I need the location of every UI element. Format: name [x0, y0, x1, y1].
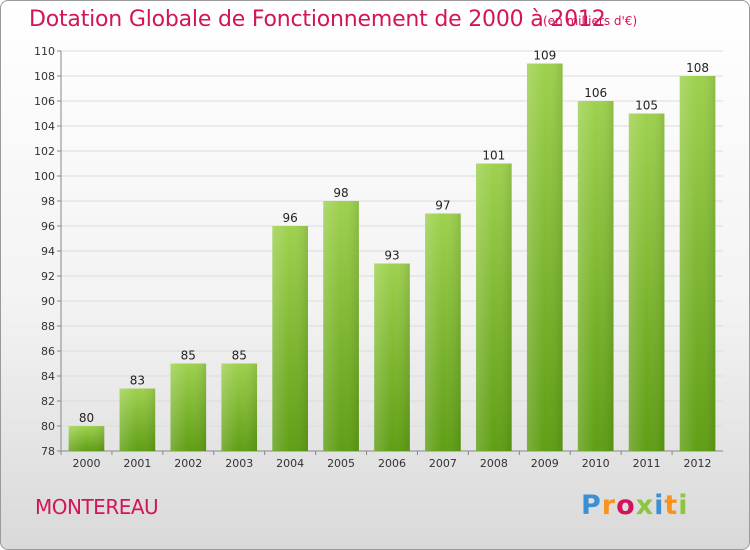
y-tick-label: 90	[41, 295, 55, 308]
y-tick-label: 82	[41, 395, 55, 408]
y-tick-label: 88	[41, 320, 55, 333]
bar-shade	[476, 163, 512, 451]
chart-title: Dotation Globale de Fonctionnement de 20…	[29, 7, 606, 32]
value-label: 97	[435, 199, 450, 213]
bar-shade	[323, 201, 359, 451]
y-tick-label: 86	[41, 345, 55, 358]
logo-letter: i	[654, 490, 665, 521]
y-tick-label: 110	[34, 45, 55, 58]
x-tick-label: 2004	[276, 457, 304, 470]
logo-letter: x	[635, 490, 655, 521]
bar-shade	[119, 388, 156, 451]
y-tick-label: 78	[41, 445, 55, 458]
x-tick-label: 2012	[684, 457, 712, 470]
logo-letter: i	[678, 490, 689, 521]
value-label: 80	[79, 411, 94, 425]
bar-shade	[272, 226, 308, 451]
commune-name: MONTEREAU	[35, 495, 159, 519]
y-tick-label: 100	[34, 170, 55, 183]
y-tick-label: 84	[41, 370, 55, 383]
y-tick-label: 98	[41, 195, 55, 208]
logo-letter: o	[616, 490, 636, 521]
bar-shade	[425, 213, 461, 451]
x-tick-labels: 2000 2001 2002 2003 2004 2005 2006 2007 2008 2009…	[72, 457, 711, 470]
value-label: 85	[232, 349, 247, 363]
y-tick-label: 108	[34, 70, 55, 83]
x-tick-label: 2001	[123, 457, 151, 470]
x-tick-label: 2000	[72, 457, 100, 470]
x-tick-label: 2002	[174, 457, 202, 470]
value-label: 109	[533, 49, 556, 63]
x-tick-label: 2005	[327, 457, 355, 470]
y-tick-labels: 78 80 82 84 86 88 90 92 94 96 98 100 102 104 106 108 110	[34, 45, 55, 458]
proxiti-logo: Proxiti	[581, 490, 689, 521]
logo-letter: r	[601, 490, 617, 521]
value-label: 105	[635, 99, 658, 113]
y-tick-label: 80	[41, 420, 55, 433]
x-tick-label: 2010	[582, 457, 610, 470]
y-tick-label: 102	[34, 145, 55, 158]
logo-letter: P	[581, 490, 602, 521]
x-tick-label: 2011	[633, 457, 661, 470]
bar-shade	[170, 363, 207, 451]
y-tick-label: 92	[41, 270, 55, 283]
bar-shade	[679, 76, 716, 451]
y-tick-label: 106	[34, 95, 55, 108]
y-tick-label: 104	[34, 120, 55, 133]
value-label: 98	[333, 186, 348, 200]
value-labels: 80 83 85 85 96 98 93 97 101 109 106 105 108	[79, 49, 709, 426]
value-label: 83	[130, 374, 145, 388]
value-label: 96	[283, 211, 298, 225]
chart-subtitle: (en milliers d'€)	[543, 14, 638, 28]
bar-shade	[628, 113, 665, 451]
value-label: 106	[584, 86, 607, 100]
value-label: 108	[686, 61, 709, 75]
value-label: 101	[482, 149, 505, 163]
bar-shade	[577, 101, 614, 451]
value-label: 85	[181, 349, 196, 363]
bar-shade	[526, 63, 563, 451]
value-label: 93	[384, 249, 399, 263]
y-tick-label: 94	[41, 245, 55, 258]
bar-shade	[374, 263, 410, 451]
x-tick-label: 2003	[225, 457, 253, 470]
bar-shade	[68, 426, 105, 451]
bar-shade	[221, 363, 258, 451]
x-tick-label: 2007	[429, 457, 457, 470]
x-tick-label: 2009	[531, 457, 559, 470]
x-tick-label: 2008	[480, 457, 508, 470]
y-tick-label: 96	[41, 220, 55, 233]
x-tick-label: 2006	[378, 457, 406, 470]
bars	[68, 63, 716, 451]
logo-letter: t	[664, 490, 679, 521]
